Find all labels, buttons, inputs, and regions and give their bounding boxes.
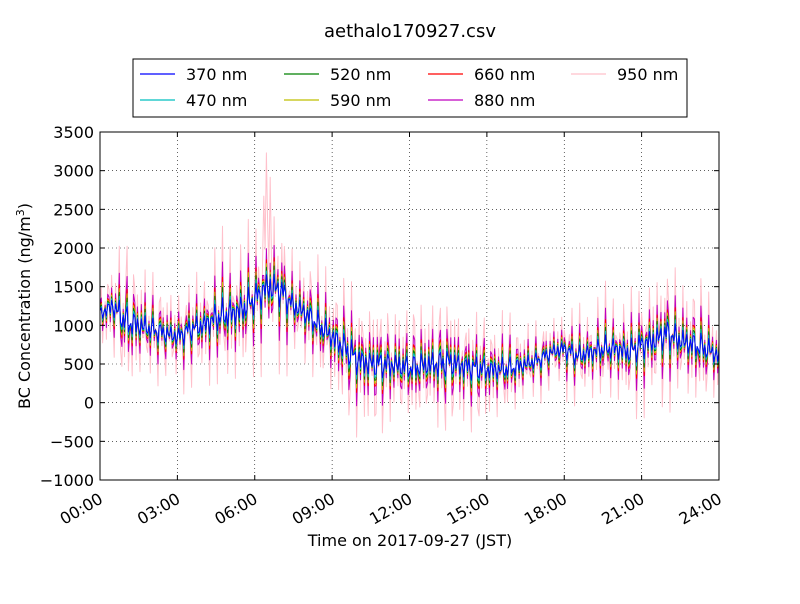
chart-title: aethalo170927.csv [324,21,496,42]
y-tick-label: 1000 [53,316,94,335]
x-tick-label: 24:00 [676,489,725,529]
y-tick-label: 500 [63,355,94,374]
y-axis-label: BC Concentration (ng/m3) [14,203,34,409]
x-tick-label: 21:00 [598,489,647,529]
y-tick-label: 2000 [53,239,94,258]
y-tick-label: 2500 [53,200,94,219]
x-tick-label: 06:00 [211,489,260,529]
legend-box [132,58,688,118]
legend-label: 590 nm [330,91,391,110]
y-axis-label-sup: 3 [14,209,27,216]
y-tick-label: 0 [84,394,94,413]
y-tick-label: 1500 [53,278,94,297]
x-tick-label: 09:00 [289,489,338,529]
y-axis-label-close: ) [15,203,34,209]
y-tick-label: 3000 [53,162,94,181]
y-tick-label: −1000 [40,471,94,490]
legend-label: 470 nm [186,91,247,110]
series-lines [99,152,720,438]
x-axis-label: Time on 2017-09-27 (JST) [307,531,512,550]
legend-label: 660 nm [474,65,535,84]
legend: 370 nm 470 nm 520 nm 590 nm 660 nm 880 nm 950 … [132,58,688,118]
legend-label: 950 nm [617,65,678,84]
x-tick-label: 12:00 [366,489,415,529]
x-tick-label: 03:00 [134,489,183,529]
legend-label: 880 nm [474,91,535,110]
legend-label: 370 nm [186,65,247,84]
x-tick-label: 00:00 [57,489,106,529]
y-tick-label: −500 [50,432,94,451]
legend-label: 520 nm [330,65,391,84]
series-line-370-nm [99,273,720,381]
x-tick-label: 18:00 [521,489,570,529]
y-axis-label-main: BC Concentration (ng/m [15,216,34,409]
x-tick-label: 15:00 [443,489,492,529]
y-tick-label: 3500 [53,123,94,142]
